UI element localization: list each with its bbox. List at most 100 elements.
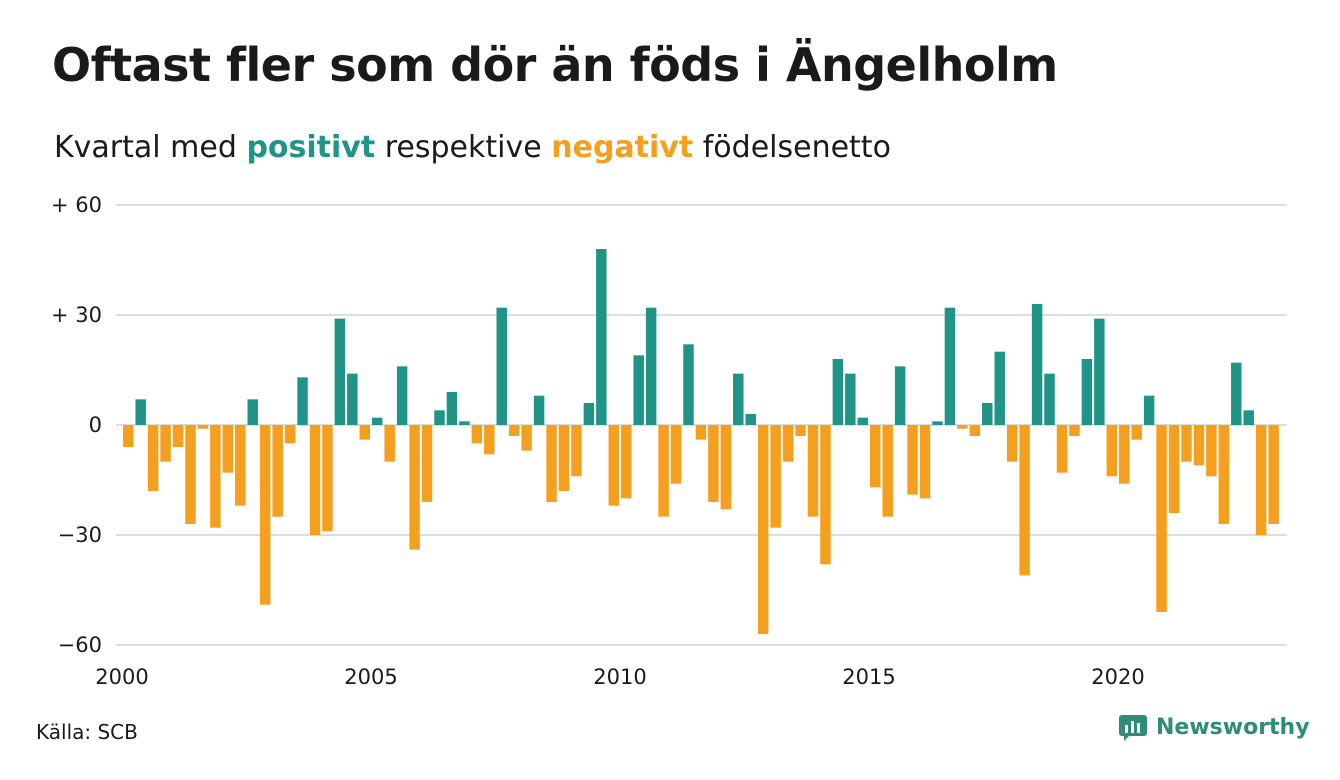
bar-positive <box>247 399 258 425</box>
bar-positive <box>845 373 856 425</box>
bar-negative <box>210 425 221 528</box>
x-tick-label: 2015 <box>842 665 895 689</box>
bar-negative <box>546 425 557 502</box>
bar-positive <box>832 359 844 425</box>
bar-positive <box>347 373 358 425</box>
bar-positive <box>944 307 956 425</box>
bar-positive <box>583 403 595 425</box>
bars <box>123 249 1279 634</box>
bar-positive <box>434 410 445 425</box>
bar-negative <box>907 425 918 495</box>
bar-positive <box>745 414 756 425</box>
bar-negative <box>782 425 794 462</box>
bar-positive <box>596 249 607 425</box>
bar-negative <box>421 425 433 502</box>
bar-negative <box>222 425 234 473</box>
bar-positive <box>1081 359 1093 425</box>
bar-negative <box>160 425 171 462</box>
bar-negative <box>235 425 246 506</box>
chart-subtitle: Kvartal med positivt respektive negativt… <box>54 130 891 165</box>
bar-positive <box>446 392 458 425</box>
y-tick-label: −30 <box>58 523 102 547</box>
bar-negative <box>123 425 134 447</box>
bar-negative <box>484 425 495 455</box>
bar-negative <box>1156 425 1167 612</box>
y-tick-label: + 30 <box>51 303 102 327</box>
bar-negative <box>807 425 819 517</box>
bar-negative <box>1181 425 1192 462</box>
bar-positive <box>733 373 744 425</box>
y-axis-labels: + 60 + 30 0 −30 −60 <box>51 193 102 657</box>
bar-negative <box>969 425 981 436</box>
bar-negative <box>870 425 881 488</box>
bar-positive <box>932 421 943 425</box>
bar-negative <box>919 425 931 499</box>
bar-negative <box>658 425 669 517</box>
chart-title: Oftast fler som dör än föds i Ängelholm <box>52 38 1058 92</box>
bar-negative <box>147 425 159 491</box>
bar-negative <box>1255 425 1267 535</box>
bar-positive <box>994 351 1005 425</box>
bar-positive <box>894 366 906 425</box>
bar-positive <box>683 344 694 425</box>
bar-negative <box>197 425 209 429</box>
bar-negative <box>1006 425 1018 462</box>
bar-negative <box>720 425 732 510</box>
bar-positive <box>396 366 408 425</box>
bar-negative <box>1019 425 1030 576</box>
brand-name: Newsworthy <box>1156 714 1310 740</box>
bar-positive <box>372 417 383 425</box>
bar-negative <box>322 425 333 532</box>
bar-negative <box>272 425 283 517</box>
bar-negative <box>558 425 570 491</box>
bar-positive <box>297 377 308 425</box>
y-tick-label: + 60 <box>51 193 102 217</box>
bar-negative <box>820 425 831 565</box>
x-tick-label: 2005 <box>344 665 397 689</box>
bar-negative <box>508 425 520 436</box>
y-tick-label: −60 <box>58 633 102 657</box>
bar-negative <box>670 425 682 484</box>
bar-negative <box>309 425 321 535</box>
bar-negative <box>1119 425 1130 484</box>
bar-negative <box>471 425 483 444</box>
bar-negative <box>795 425 806 436</box>
bar-negative <box>621 425 632 499</box>
bar-negative <box>185 425 196 524</box>
bar-negative <box>1069 425 1080 436</box>
bar-negative <box>259 425 271 605</box>
bar-positive <box>1231 362 1242 425</box>
bar-negative <box>695 425 707 440</box>
x-tick-label: 2020 <box>1091 665 1144 689</box>
source-note: Källa: SCB <box>36 720 138 744</box>
bar-negative <box>608 425 620 506</box>
bar-negative <box>1056 425 1068 473</box>
newsworthy-logo[interactable]: Newsworthy <box>1118 712 1310 742</box>
bar-negative <box>882 425 893 517</box>
bar-positive <box>633 355 644 425</box>
bar-positive <box>459 421 470 425</box>
bar-positive <box>645 307 657 425</box>
x-tick-label: 2000 <box>95 665 148 689</box>
x-tick-label: 2010 <box>593 665 646 689</box>
bar-positive <box>1044 373 1055 425</box>
bar-negative <box>571 425 582 477</box>
bar-negative <box>1206 425 1217 477</box>
bar-negative <box>1268 425 1279 524</box>
bar-positive <box>1143 395 1155 425</box>
y-tick-label: 0 <box>89 413 102 437</box>
bar-negative <box>757 425 769 634</box>
subtitle-suffix: födelsenetto <box>702 130 891 165</box>
bar-negative <box>1106 425 1118 477</box>
bar-negative <box>1193 425 1205 466</box>
bar-negative <box>284 425 296 444</box>
bar-negative <box>384 425 395 462</box>
bar-negative <box>708 425 719 502</box>
bar-positive <box>135 399 146 425</box>
bar-negative <box>957 425 968 429</box>
bar-positive <box>1031 304 1043 425</box>
bar-negative <box>172 425 184 447</box>
subtitle-prefix: Kvartal med <box>54 130 237 165</box>
bar-negative <box>1168 425 1180 513</box>
